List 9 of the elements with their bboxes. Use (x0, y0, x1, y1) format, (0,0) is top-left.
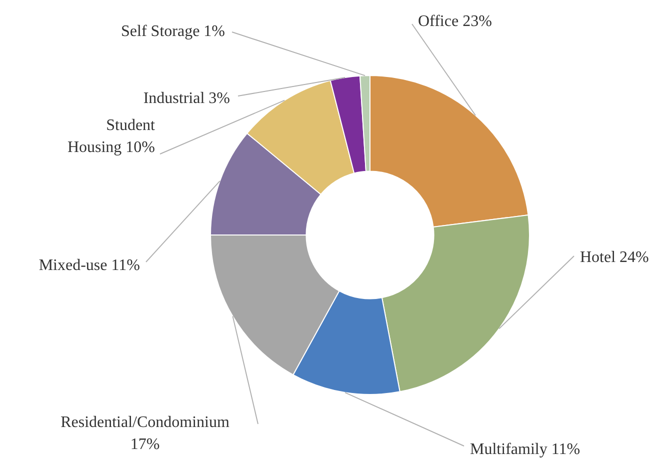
slice-label: Industrial 3% (143, 90, 230, 108)
data-label: 17% (130, 436, 160, 454)
slice-label: Mixed-use 11% (38, 257, 140, 274)
slice-label: Residential/Condominium (60, 414, 230, 432)
slice-label: Multifamily 11% (470, 441, 580, 458)
slice-label: Student Housing 10% (67, 117, 156, 156)
slice-label: Self Storage 1% (121, 23, 225, 40)
slice-label: Office 23% (418, 13, 492, 30)
slice-label: Hotel 24% (580, 249, 649, 266)
